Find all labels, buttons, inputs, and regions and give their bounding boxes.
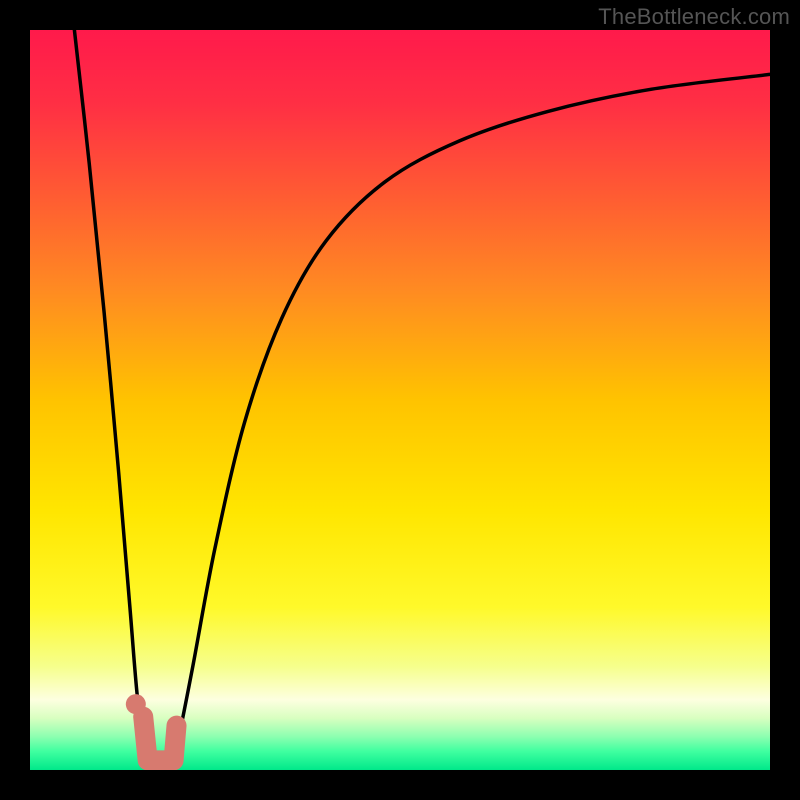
- watermark-text: TheBottleneck.com: [598, 4, 790, 30]
- highlight-dot-marker: [126, 694, 146, 714]
- plot-gradient-background: [30, 30, 770, 770]
- bottleneck-chart: [0, 0, 800, 800]
- chart-container: TheBottleneck.com: [0, 0, 800, 800]
